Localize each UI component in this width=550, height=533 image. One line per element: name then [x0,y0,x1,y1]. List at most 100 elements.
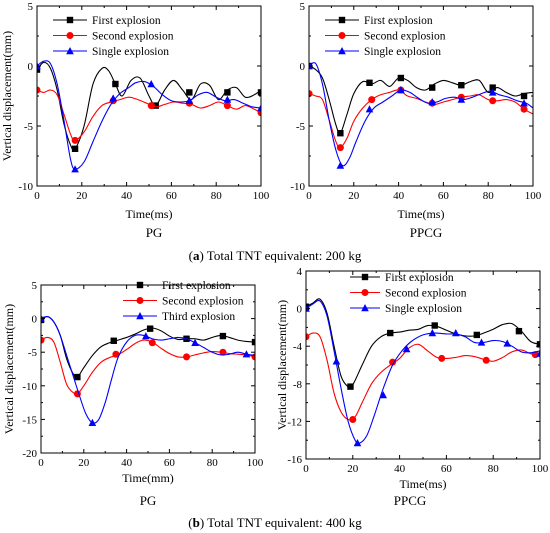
x-tick-label: 60 [164,457,176,469]
y-tick-label: -5 [28,347,38,359]
y-tick-label: 5 [32,280,38,292]
data-point [257,89,261,96]
panel-b-ppcg: 0 20 40 60 80 100 -16 -12 -8 -4 0 4 Time(ms) Vertical… [275,266,549,491]
legend: First explosion Second explosion Single ex… [325,15,446,58]
x-axis-title: Time(ms) [400,477,447,491]
series-line-3 [306,299,540,444]
data-point [223,95,232,103]
legend-marker [361,289,369,296]
data-point [402,345,411,353]
legend-label: First explosion [385,272,454,284]
x-tick-label: 80 [207,457,219,469]
y-tick-label: -8 [293,379,303,391]
legend-marker [136,281,144,289]
data-point [185,96,194,104]
legend-label: Single explosion [92,46,169,58]
caption-a: (a) Total TNT equivalent: 200 kg [189,248,362,263]
legend: First explosion Second explosion Single ex… [53,15,174,58]
data-point [147,80,156,88]
data-point [148,339,156,347]
legend-label: Second explosion [162,296,244,308]
data-point [219,348,227,356]
panel-label-b-ppcg: PPCG [394,493,427,508]
x-tick-label: 80 [211,190,223,202]
legend-label: Single explosion [364,46,441,58]
y-tick-label: 0 [28,61,34,73]
data-point [41,336,45,344]
data-point [458,82,465,89]
legend-marker [338,47,346,55]
legend-marker [361,273,369,281]
series-line-3 [37,60,261,170]
y-tick-label: -10 [290,181,305,193]
series-b-ppcg-3 [306,299,540,447]
data-point [219,332,227,340]
data-point [183,353,191,361]
y-tick-label: -12 [287,416,302,428]
panel-a-pg: 0 20 40 60 80 100 -10 -5 0 5 Time(ms) Vertical disp… [0,1,270,221]
data-point [349,416,357,424]
y-tick-label: 5 [28,1,34,13]
x-tick-label: 80 [483,190,495,202]
legend: First explosion Second explosion Third exp… [123,280,244,323]
series-line-2 [37,89,261,141]
legend-label: Second explosion [364,31,446,43]
data-point [191,338,199,346]
data-point [520,105,528,113]
y-tick-label: -10 [22,381,37,393]
y-axis-title: Vertical displacement(mm) [0,31,14,161]
series-line-2 [41,336,255,395]
data-point [489,84,496,91]
data-point [37,86,41,94]
legend-label: Third explosion [162,311,235,323]
x-tick-label: 40 [121,457,133,469]
legend-marker [66,47,74,55]
data-point [503,339,512,347]
caption-b-text: Total TNT equivalent: 400 kg [204,515,362,530]
data-point [379,391,388,399]
data-point [489,97,497,105]
legend-marker [338,16,346,24]
data-point [37,62,41,70]
legend-label: Single explosion [385,303,462,315]
x-tick-label: 60 [441,463,453,475]
y-tick-label: -20 [22,448,37,460]
data-point [429,84,436,91]
data-point [428,98,436,106]
caption-b-letter: b [193,515,200,530]
series-a-pg-3 [37,60,261,173]
legend-marker [136,312,144,320]
data-point [473,331,481,339]
data-point [71,136,79,144]
caption-b: (b) Total TNT equivalent: 400 kg [188,515,362,530]
x-tick-label: 60 [166,190,178,202]
data-point [257,104,261,112]
legend: First explosion Second explosion Single ex… [350,272,467,315]
data-point [152,102,159,109]
x-tick-label: 100 [525,190,542,202]
data-point [488,88,497,96]
x-tick-label: 80 [488,463,500,475]
data-point [306,333,310,341]
data-point [223,102,231,110]
legend-label: Second explosion [385,288,467,300]
legend-label: Second explosion [92,31,174,43]
y-tick-label: -10 [18,181,33,193]
data-point [457,95,466,103]
data-point [109,94,117,102]
legend-label: First explosion [364,15,433,27]
y-axis-title: Vertical displacement(mm) [2,304,16,434]
panel-label-b-pg: PG [140,493,157,508]
series-line-1 [37,61,261,151]
x-tick-label: 40 [121,190,133,202]
data-point [438,354,446,362]
legend-marker [338,32,346,39]
data-point [251,338,255,346]
data-point [451,329,460,337]
x-tick-label: 0 [303,463,309,475]
data-point [71,145,79,152]
caption-a-text: Total TNT equivalent: 200 kg [204,248,362,263]
x-tick-label: 40 [393,190,405,202]
data-point [336,161,345,169]
